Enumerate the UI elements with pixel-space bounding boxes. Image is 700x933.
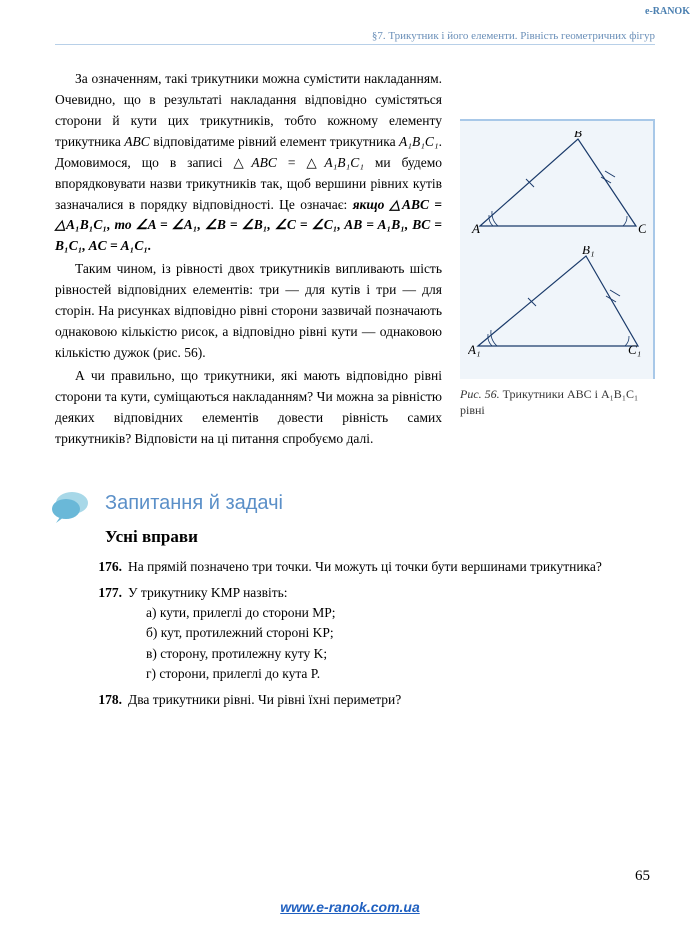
e177-c: в) сторону, протилежну куту K; — [128, 644, 655, 664]
p1-abctri: ABC — [251, 155, 277, 170]
ex-num-176: 176. — [90, 557, 128, 577]
figure-caption: Рис. 56. Трикутники ABC і A₁B₁C₁ рівні — [460, 387, 655, 418]
page-number: 65 — [635, 868, 650, 885]
footer-link[interactable]: www.e-ranok.com.ua — [0, 899, 700, 915]
text-column: За означенням, такі трикутники можна сум… — [55, 69, 442, 452]
label-C1: C₁ — [628, 342, 641, 357]
label-B1: B₁ — [582, 246, 594, 257]
caption-prefix: Рис. 56. — [460, 387, 503, 401]
triangle-abc-svg: A B C — [468, 131, 646, 241]
ex-body-178: Два трикутники рівні. Чи рівні їхні пери… — [128, 690, 655, 710]
e177-d: г) сторони, прилеглі до кута P. — [128, 664, 655, 684]
exercise-list: 176. На прямій позначено три точки. Чи м… — [90, 557, 655, 711]
paragraph-3: А чи правильно, що трикутники, які мають… — [55, 366, 442, 450]
main-content-row: За означенням, такі трикутники можна сум… — [55, 69, 655, 452]
header-divider — [55, 44, 655, 45]
label-B: B — [574, 131, 582, 140]
label-A1: A₁ — [468, 342, 480, 357]
exercise-178: 178. Два трикутники рівні. Чи рівні їхні… — [90, 690, 655, 710]
figure-column: A B C A₁ B₁ C₁ Рис. 56. — [460, 69, 655, 452]
ex-num-178: 178. — [90, 690, 128, 710]
ex-num-177: 177. — [90, 583, 128, 684]
section-header-text: §7. Трикутник і його елементи. Рівність … — [372, 30, 655, 42]
questions-heading: Запитання й задачі — [105, 492, 655, 515]
p1-a1b1c1: A₁B₁C₁ — [399, 134, 439, 149]
label-A: A — [471, 221, 480, 236]
triangle-a1b1c1-svg: A₁ B₁ C₁ — [468, 246, 646, 364]
ex-body-176: На прямій позначено три точки. Чи можуть… — [128, 557, 655, 577]
ex-body-177: У трикутнику KMP назвіть: а) кути, приле… — [128, 583, 655, 684]
p1-a1b1c1tri: A₁B₁C₁ — [324, 155, 364, 170]
exercise-177: 177. У трикутнику KMP назвіть: а) кути, … — [90, 583, 655, 684]
page-content: §7. Трикутник і його елементи. Рівність … — [0, 0, 700, 746]
exercise-176: 176. На прямій позначено три точки. Чи м… — [90, 557, 655, 577]
speech-bubble-icon — [50, 489, 90, 530]
label-C: C — [638, 221, 646, 236]
e177-intro: У трикутнику KMP назвіть: — [128, 583, 655, 603]
p1-eq: = △ — [277, 155, 324, 170]
p1-t2: відповідатиме рівний елемент трикутника — [150, 134, 399, 149]
paragraph-1: За означенням, такі трикутники можна сум… — [55, 69, 442, 257]
p1-abc: ABC — [124, 134, 150, 149]
section-header: §7. Трикутник і його елементи. Рівність … — [55, 30, 655, 49]
figure-box: A B C A₁ B₁ C₁ — [460, 119, 655, 379]
e177-b: б) кут, протилежний стороні KP; — [128, 623, 655, 643]
e177-a: а) кути, прилеглі до сторони MP; — [128, 603, 655, 623]
paragraph-2: Таким чином, із рівності двох трикутникі… — [55, 259, 442, 364]
oral-exercises-heading: Усні вправи — [105, 527, 655, 547]
